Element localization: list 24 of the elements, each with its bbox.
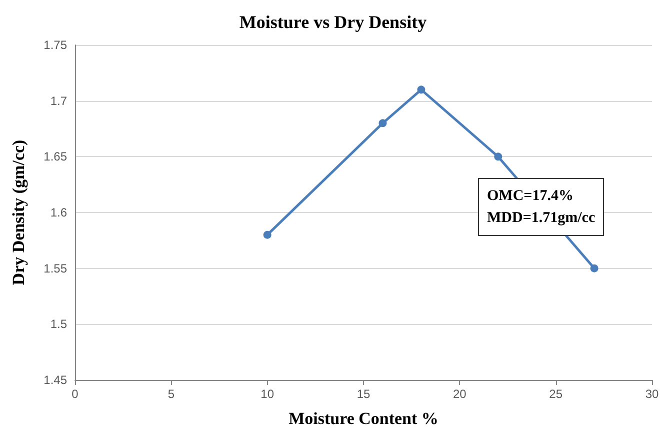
x-tick-label: 30 xyxy=(645,387,659,401)
point xyxy=(417,86,426,94)
x-tick-label: 0 xyxy=(72,387,79,401)
annotation: OMC=17.4% xyxy=(487,187,574,206)
x-tick-label: 10 xyxy=(260,387,274,401)
y-tick-label: 1.55 xyxy=(44,261,68,276)
x-tick-label: 25 xyxy=(549,387,563,401)
annotation: MDD=1.71gm/cc xyxy=(487,209,596,228)
point xyxy=(263,230,272,239)
point xyxy=(590,264,598,272)
point xyxy=(494,152,502,161)
y-tick-label: 1.65 xyxy=(44,150,68,164)
y-axis-title: Dry Density (gm/cc) xyxy=(9,140,28,286)
chart-title: Moisture vs Dry Density xyxy=(239,12,427,32)
x-tick-label: 5 xyxy=(168,387,175,401)
y-tick-label: 1.75 xyxy=(44,38,68,52)
x-tick-label: 15 xyxy=(356,387,370,401)
y-tick-label: 1.6 xyxy=(50,206,68,220)
x-tick-label: 20 xyxy=(452,387,467,401)
x-axis-title: Moisture Content % xyxy=(288,409,438,428)
y-tick-label: 1.45 xyxy=(44,373,68,387)
y-tick-label: 1.7 xyxy=(50,94,68,108)
y-tick-label: 1.5 xyxy=(50,317,68,332)
point xyxy=(378,119,387,128)
